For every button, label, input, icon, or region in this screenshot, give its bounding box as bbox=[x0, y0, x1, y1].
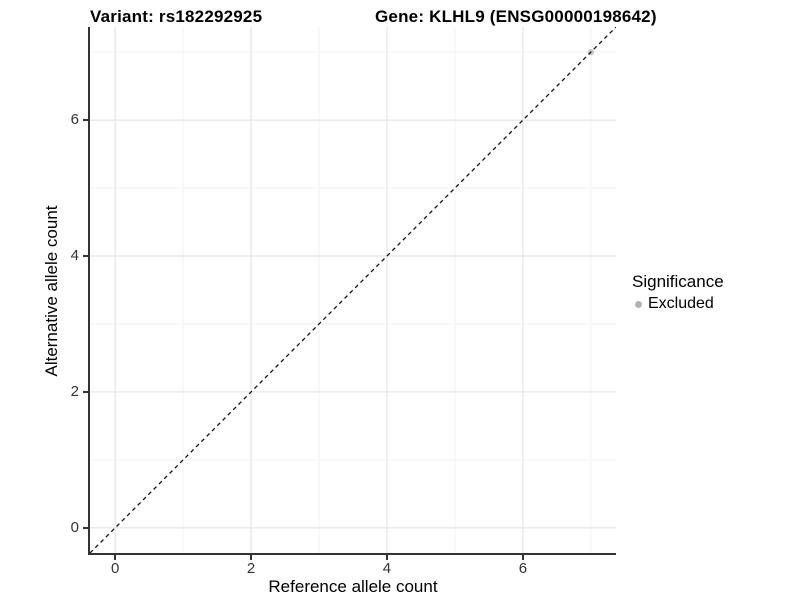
x-tick-label: 4 bbox=[382, 560, 392, 577]
legend-point-icon bbox=[635, 300, 642, 308]
y-tick-label: 0 bbox=[70, 518, 79, 536]
x-tick-label: 0 bbox=[110, 560, 120, 577]
x-tick-label: 6 bbox=[518, 560, 528, 577]
plot-panel bbox=[88, 26, 617, 555]
x-axis-tick bbox=[521, 555, 524, 560]
identity-line bbox=[89, 26, 617, 554]
y-tick-label: 6 bbox=[70, 111, 79, 129]
legend: Significance Excluded bbox=[632, 272, 724, 313]
y-axis-title: Alternative allele count bbox=[42, 205, 61, 377]
x-axis-tick bbox=[114, 555, 117, 560]
legend-item-excluded: Excluded bbox=[632, 295, 724, 313]
plot-title-variant: Variant: rs182292925 bbox=[90, 7, 263, 26]
x-tick-label: 2 bbox=[246, 560, 256, 577]
y-axis-tick bbox=[83, 390, 88, 393]
x-axis-title: Reference allele count bbox=[268, 577, 438, 596]
y-axis-tick bbox=[83, 526, 88, 529]
y-axis-tick bbox=[83, 255, 88, 258]
y-tick-label: 4 bbox=[70, 247, 79, 265]
plot-title-gene: Gene: KLHL9 (ENSG00000198642) bbox=[375, 7, 657, 26]
y-axis-tick bbox=[83, 119, 88, 122]
x-axis-tick bbox=[250, 555, 253, 560]
y-tick-label: 2 bbox=[70, 382, 79, 400]
plot-canvas bbox=[89, 26, 617, 554]
legend-title: Significance bbox=[632, 272, 724, 291]
x-axis-tick bbox=[385, 555, 388, 560]
legend-item-label: Excluded bbox=[648, 295, 714, 312]
